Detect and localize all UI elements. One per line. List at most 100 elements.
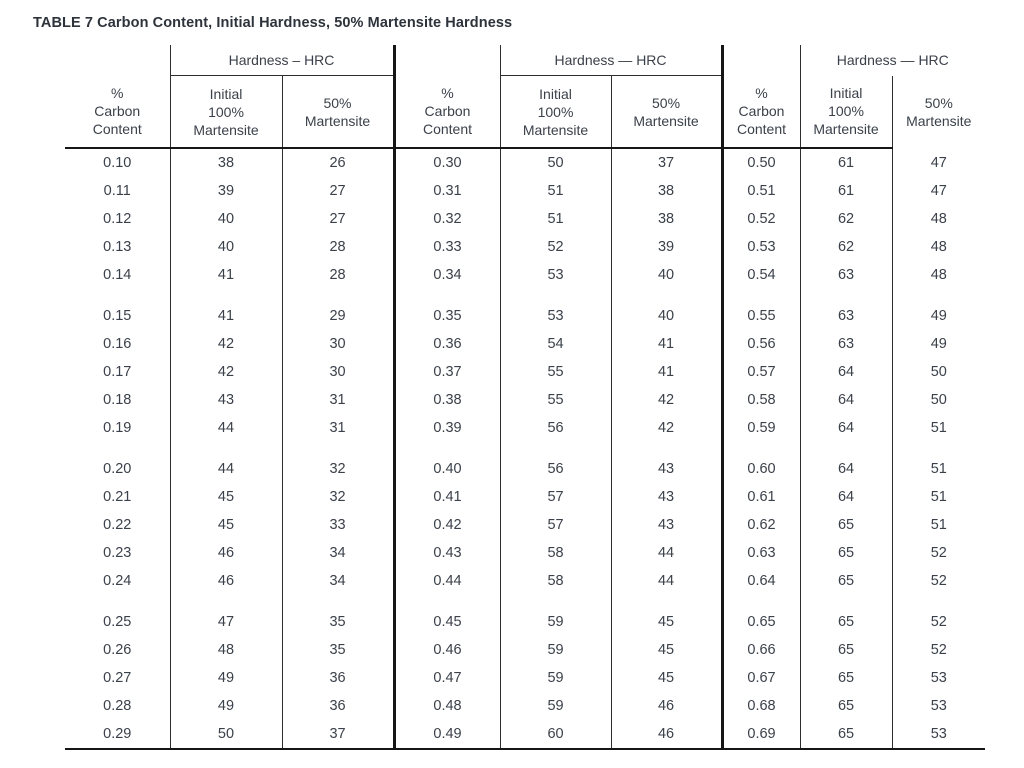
- spacer-cell: [394, 45, 501, 76]
- fifty-martensite-value-cell: 40: [611, 261, 724, 289]
- carbon-value-cell: 0.37: [394, 358, 501, 386]
- carbon-value-cell: 0.67: [722, 664, 801, 692]
- fifty-martensite-value-cell: 43: [611, 483, 724, 511]
- carbon-value-cell: 0.47: [394, 664, 501, 692]
- carbon-value-cell: 0.51: [722, 177, 801, 205]
- carbon-value-cell: 0.68: [722, 692, 801, 720]
- fifty-martensite-value-cell: 35: [282, 595, 396, 636]
- fifty-martensite-value-cell: 41: [611, 358, 724, 386]
- initial-martensite-value-cell: 46: [170, 567, 283, 595]
- initial-martensite-value-cell: 65: [800, 595, 893, 636]
- initial-martensite-value-cell: 44: [170, 442, 283, 483]
- carbon-value-cell: 0.19: [65, 414, 171, 442]
- fifty-martensite-value-cell: 37: [611, 148, 724, 177]
- carbon-value-cell: 0.30: [394, 148, 501, 177]
- carbon-value-cell: 0.26: [65, 636, 171, 664]
- fifty-martensite-value-cell: 48: [930, 211, 947, 227]
- table-row: 0.10 38 26 0.30 50 37 0.50 61 47: [65, 148, 985, 177]
- fifty-martensite-value-cell: 43: [611, 511, 724, 539]
- table-row: 0.11 39 27 0.31 51 38 0.51 61 47: [65, 177, 985, 205]
- carbon-value-cell: 0.15: [65, 289, 171, 330]
- fifty-martensite-value-cell: 45: [611, 636, 724, 664]
- carbon-value-cell: 0.46: [394, 636, 501, 664]
- carbon-value-cell: 0.33: [394, 233, 501, 261]
- carbon-value-cell: 0.36: [394, 330, 501, 358]
- table-body: 0.10 38 26 0.30 50 37 0.50 61 47 0.11 39 27 0.31 51 38…: [65, 148, 986, 750]
- initial-martensite-value-cell: 63: [800, 289, 893, 330]
- initial-martensite-value-cell: 50: [500, 148, 612, 177]
- carbon-value-cell: 0.57: [722, 358, 801, 386]
- initial-martensite-value-cell: 65: [800, 664, 893, 692]
- carbon-value-cell: 0.35: [394, 289, 501, 330]
- spacer-cell: [722, 45, 801, 76]
- fifty-martensite-value-cell: 45: [611, 664, 724, 692]
- carbon-value-cell: 0.29: [65, 720, 171, 750]
- fifty-martensite-value-cell: 40: [611, 289, 724, 330]
- initial-martensite-value-cell: 40: [170, 233, 283, 261]
- fifty-martensite-value-cell: 44: [611, 539, 724, 567]
- fifty-martensite-value-cell: 46: [611, 692, 724, 720]
- carbon-value-cell: 0.43: [394, 539, 501, 567]
- fifty-martensite-value-cell: 28: [282, 233, 396, 261]
- hardness-hrc-header-group3: Hardness — HRC: [836, 52, 949, 69]
- initial-martensite-value-cell: 63: [800, 261, 893, 289]
- initial-martensite-value-cell: 62: [800, 205, 893, 233]
- initial-martensite-value-cell: 51: [500, 177, 612, 205]
- table-row: 0.26 48 35 0.46 59 45 0.66 65 52: [65, 636, 985, 664]
- fifty-martensite-value-cell: 42: [611, 386, 724, 414]
- fifty-martensite-header-group3: 50% Martensite: [906, 94, 972, 129]
- initial-martensite-value-cell: 57: [500, 483, 612, 511]
- carbon-value-cell: 0.56: [722, 330, 801, 358]
- carbon-value-cell: 0.65: [722, 595, 801, 636]
- carbon-value-cell: 0.55: [722, 289, 801, 330]
- initial-martensite-value-cell: 41: [170, 289, 283, 330]
- initial-martensite-value-cell: 52: [500, 233, 612, 261]
- initial-martensite-value-cell: 64: [800, 483, 893, 511]
- fifty-martensite-value-cell: 51: [930, 489, 947, 505]
- fifty-martensite-value-cell: 35: [282, 636, 396, 664]
- carbon-value-cell: 0.60: [722, 442, 801, 483]
- fifty-martensite-value-cell: 26: [282, 148, 396, 177]
- fifty-martensite-value-cell: 27: [282, 205, 396, 233]
- fifty-martensite-value-cell: 51: [930, 517, 947, 533]
- fifty-martensite-value-cell: 32: [282, 483, 396, 511]
- carbon-content-header-group1: % Carbon Content: [65, 75, 171, 149]
- initial-martensite-value-cell: 40: [170, 205, 283, 233]
- initial-martensite-value-cell: 42: [170, 358, 283, 386]
- initial-martensite-value-cell: 42: [170, 330, 283, 358]
- initial-martensite-value-cell: 62: [800, 233, 893, 261]
- table-row: 0.22 45 33 0.42 57 43 0.62 65 51: [65, 511, 985, 539]
- initial-martensite-value-cell: 44: [170, 414, 283, 442]
- carbon-content-header-group2: % Carbon Content: [394, 75, 501, 149]
- table-row: 0.25 47 35 0.45 59 45 0.65 65 52: [65, 595, 985, 636]
- fifty-martensite-value-cell: 38: [611, 177, 724, 205]
- carbon-value-cell: 0.64: [722, 567, 801, 595]
- carbon-value-cell: 0.62: [722, 511, 801, 539]
- carbon-value-cell: 0.49: [394, 720, 501, 750]
- fifty-martensite-value-cell: 33: [282, 511, 396, 539]
- carbon-value-cell: 0.41: [394, 483, 501, 511]
- initial-martensite-value-cell: 59: [500, 692, 612, 720]
- carbon-value-cell: 0.12: [65, 205, 171, 233]
- fifty-martensite-value-cell: 43: [611, 442, 724, 483]
- group-header-row: Hardness – HRC Hardness — HRC Hardness —…: [65, 45, 985, 76]
- fifty-martensite-header-group2: 50% Martensite: [611, 75, 724, 149]
- initial-martensite-value-cell: 55: [500, 386, 612, 414]
- initial-martensite-value-cell: 59: [500, 595, 612, 636]
- initial-martensite-value-cell: 58: [500, 567, 612, 595]
- fifty-martensite-value-cell: 47: [930, 154, 947, 171]
- fifty-martensite-value-cell: 27: [282, 177, 396, 205]
- initial-martensite-header-group2: Initial 100% Martensite: [500, 75, 612, 149]
- fifty-martensite-value-cell: 47: [930, 183, 947, 199]
- table-row: 0.24 46 34 0.44 58 44 0.64 65 52: [65, 567, 985, 595]
- fifty-martensite-value-cell: 50: [930, 392, 947, 408]
- table-row: 0.17 42 30 0.37 55 41 0.57 64 50: [65, 358, 985, 386]
- initial-martensite-header-group1: Initial 100% Martensite: [170, 75, 283, 149]
- table-row: 0.20 44 32 0.40 56 43 0.60 64 51: [65, 442, 985, 483]
- fifty-martensite-value-cell: 37: [282, 720, 396, 750]
- fifty-martensite-value-cell: 52: [930, 642, 947, 658]
- initial-martensite-value-cell: 55: [500, 358, 612, 386]
- fifty-martensite-value-cell: 53: [930, 670, 947, 686]
- initial-martensite-value-cell: 61: [800, 177, 893, 205]
